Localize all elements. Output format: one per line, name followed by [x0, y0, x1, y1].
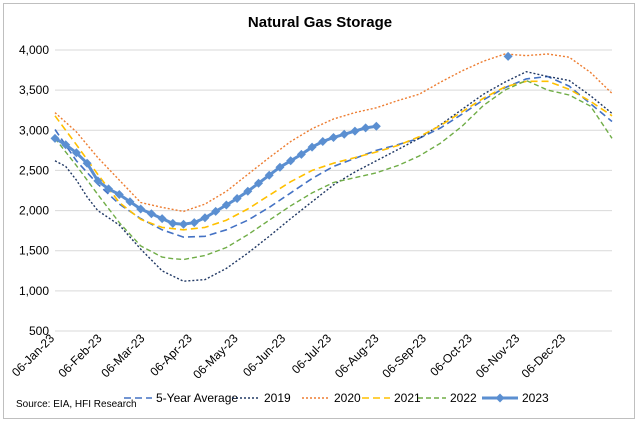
x-tick-label: 06-Jan-23: [9, 331, 57, 379]
y-tick-label: 3,000: [19, 123, 49, 137]
y-tick-label: 3,500: [19, 83, 49, 97]
legend-label: 2020: [334, 391, 361, 405]
data-point: [125, 197, 135, 207]
legend-item: 5-Year Average: [124, 391, 238, 405]
legend-label: 2019: [264, 391, 291, 405]
x-tick-label: 06-Mar-23: [98, 331, 147, 380]
x-tick-label: 06-May-23: [190, 331, 241, 382]
data-point: [50, 133, 60, 143]
x-tick-label: 06-Apr-23: [147, 331, 195, 379]
y-axis-ticks: 4,000 3,500 3,000 2,500 2,000 1,500 1,000 500: [19, 43, 49, 338]
legend-item: 2023: [482, 391, 549, 405]
data-point: [329, 133, 338, 143]
series-2019: [54, 71, 613, 282]
data-point: [200, 213, 210, 223]
series-line: [54, 80, 613, 231]
data-point: [307, 142, 317, 152]
legend-label: 2023: [522, 391, 549, 405]
series-2023: [50, 121, 381, 229]
series-5-year-average: [54, 75, 613, 238]
data-point: [339, 129, 349, 139]
x-tick-label: 06-Aug-23: [332, 331, 382, 381]
data-point: [157, 214, 167, 224]
x-tick-label: 06-Nov-23: [473, 331, 523, 381]
legend-label: 2021: [394, 391, 421, 405]
legend-item: 2019: [232, 391, 291, 405]
data-point: [179, 219, 189, 229]
legend-label: 5-Year Average: [156, 391, 238, 405]
legend-item: 2020: [302, 391, 361, 405]
series-line: [54, 75, 613, 238]
data-point: [286, 156, 296, 166]
data-point: [61, 140, 71, 150]
legend: 5-Year Average 2019 2020 2021 2022 2023: [124, 391, 549, 405]
y-tick-label: 1,500: [19, 244, 49, 258]
data-point: [82, 158, 92, 168]
data-point: [254, 178, 264, 188]
chart-title: Natural Gas Storage: [248, 14, 392, 31]
data-point: [136, 204, 146, 214]
extra-marker: [503, 51, 513, 61]
y-tick-label: 2,500: [19, 163, 49, 177]
legend-item: 2022: [418, 391, 477, 405]
data-point: [296, 149, 306, 159]
data-point: [503, 51, 513, 61]
x-tick-label: 06-Sep-23: [379, 331, 429, 381]
x-tick-label: 06-Dec-23: [519, 331, 569, 381]
data-point: [114, 190, 124, 200]
x-tick-label: 06-Feb-23: [56, 331, 105, 380]
data-point: [264, 170, 274, 180]
data-point: [232, 194, 242, 204]
legend-label: 2022: [450, 391, 477, 405]
series-line: [54, 71, 613, 282]
series-line: [54, 79, 613, 261]
data-point: [275, 162, 285, 172]
legend-marker: [495, 393, 505, 403]
series-2021: [54, 80, 613, 231]
series-2022: [54, 79, 613, 261]
data-point: [361, 123, 371, 133]
data-point: [318, 137, 328, 147]
y-tick-label: 2,000: [19, 204, 49, 218]
data-point: [211, 206, 221, 216]
x-tick-label: 06-Jun-23: [240, 331, 288, 379]
legend-item: 2021: [362, 391, 421, 405]
data-point: [146, 209, 156, 219]
y-tick-label: 500: [29, 324, 49, 338]
x-tick-label: 06-Jul-23: [289, 331, 335, 377]
y-tick-label: 1,000: [19, 284, 49, 298]
data-point: [371, 121, 381, 131]
y-tick-label: 4,000: [19, 43, 49, 57]
source-note: Source: EIA, HFI Research: [16, 399, 137, 410]
data-point: [243, 186, 253, 196]
series-2020: [54, 53, 613, 213]
data-point: [71, 148, 81, 158]
data-point: [93, 176, 103, 186]
data-point: [189, 218, 199, 228]
data-point: [221, 200, 231, 210]
data-point: [168, 218, 178, 228]
series-line: [54, 53, 613, 213]
grid: [55, 49, 612, 332]
x-tick-label: 06-Oct-23: [427, 331, 475, 379]
series-layer: [50, 51, 613, 282]
data-point: [350, 126, 360, 136]
data-point: [104, 184, 114, 194]
